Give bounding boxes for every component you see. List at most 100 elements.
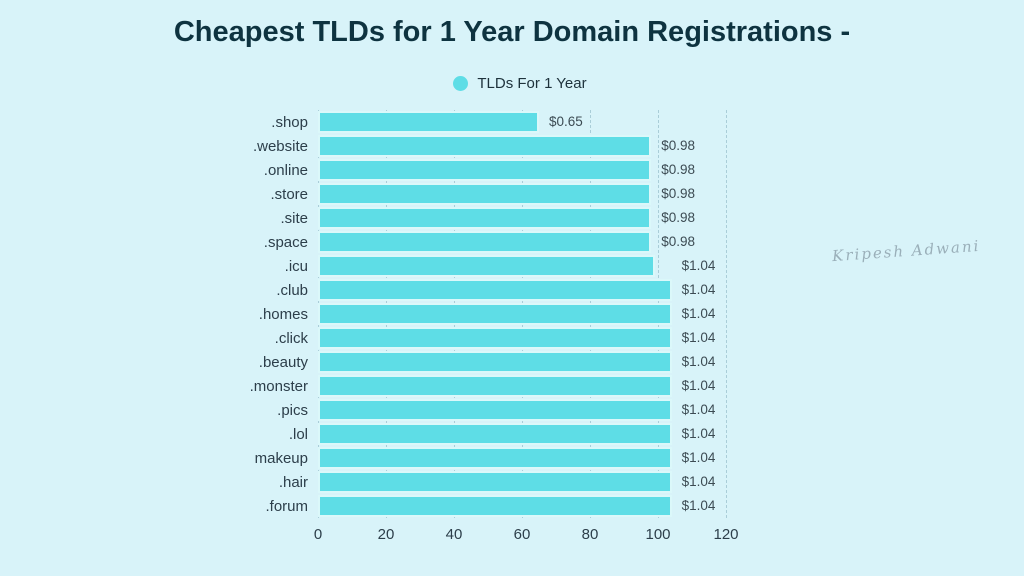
bar	[318, 447, 672, 469]
x-tick-label: 120	[713, 526, 739, 543]
bar-track: $1.04	[318, 374, 726, 398]
x-tick-label: 60	[513, 526, 531, 543]
value-label: $1.04	[681, 426, 716, 441]
category-label: .monster	[249, 377, 308, 395]
category-label: .click	[274, 329, 308, 347]
bar	[318, 375, 672, 397]
bar-track: $0.98	[318, 158, 726, 182]
value-label: $1.04	[681, 450, 716, 465]
bar-row: .icu $1.04	[12, 254, 726, 278]
bar-row: makeup $1.04	[12, 446, 726, 470]
bar-row: .club $1.04	[12, 278, 726, 302]
bar-row: .online $0.98	[12, 158, 726, 182]
bar	[318, 279, 672, 301]
category-label: .shop	[271, 113, 308, 131]
bar-row: .space $0.98	[12, 230, 726, 254]
value-label: $1.04	[681, 378, 716, 393]
x-axis: 0 20 40 60 80 100 120	[314, 518, 739, 546]
category-label: .pics	[277, 401, 308, 419]
bar-row: .store $0.98	[12, 182, 726, 206]
legend-marker-icon	[453, 76, 469, 91]
bar	[318, 471, 672, 493]
bar-track: $1.04	[318, 326, 726, 350]
category-label: .homes	[258, 305, 308, 323]
x-tick-label: 40	[445, 526, 463, 543]
category-label: .store	[270, 185, 308, 203]
bar-row: .website $0.98	[12, 134, 726, 158]
bar	[318, 135, 652, 157]
value-label: $1.04	[681, 330, 716, 345]
value-label: $0.98	[661, 138, 695, 153]
chart-title: Cheapest TLDs for 1 Year Domain Registra…	[173, 16, 851, 48]
value-label: $1.04	[681, 474, 716, 489]
category-label: .hair	[278, 473, 308, 491]
x-tick-label: 80	[581, 526, 599, 543]
value-label: $1.04	[681, 258, 716, 273]
bar-chart: .shop $0.65 .website $0.98 .online $0.98 .stor…	[12, 110, 739, 546]
bar-row: .click $1.04	[12, 326, 726, 350]
value-label: $0.98	[661, 210, 695, 225]
category-label: .lol	[288, 425, 308, 443]
bar-row: .forum $1.04	[12, 494, 726, 518]
bar-track: $1.04	[318, 278, 726, 302]
bar-row: .beauty $1.04	[12, 350, 726, 374]
x-tick-label: 0	[313, 526, 323, 543]
category-label: .icu	[284, 257, 308, 275]
category-label: .online	[263, 161, 308, 179]
bar-row: .hair $1.04	[12, 470, 726, 494]
bar	[318, 255, 655, 277]
category-label: .site	[280, 209, 308, 227]
category-label: .space	[263, 233, 308, 251]
value-label: $1.04	[681, 354, 716, 369]
bar-track: $1.04	[318, 254, 726, 278]
bar	[318, 423, 672, 445]
bar	[318, 351, 672, 373]
value-label: $1.04	[681, 498, 716, 513]
bar	[318, 231, 652, 253]
bar-row: .homes $1.04	[12, 302, 726, 326]
bar	[318, 111, 539, 133]
x-tick-label: 100	[645, 526, 671, 543]
category-label: .beauty	[258, 353, 308, 371]
bar	[318, 495, 672, 517]
bar-track: $1.04	[318, 446, 726, 470]
bar-track: $1.04	[318, 470, 726, 494]
bar-track: $0.98	[318, 230, 726, 254]
value-label: $0.98	[661, 162, 695, 177]
bar-track: $1.04	[318, 398, 726, 422]
bar-track: $0.98	[318, 182, 726, 206]
bar-rows: .shop $0.65 .website $0.98 .online $0.98 .stor…	[12, 110, 726, 518]
value-label: $1.04	[681, 306, 716, 321]
bar	[318, 159, 652, 181]
bar-track: $1.04	[318, 350, 726, 374]
legend-label: TLDs For 1 Year	[477, 75, 587, 92]
watermark-signature: Kripesh Adwani	[831, 236, 981, 266]
category-label: .website	[252, 137, 308, 155]
bar	[318, 327, 672, 349]
bar-track: $0.98	[318, 206, 726, 230]
category-label: .club	[276, 281, 308, 299]
value-label: $1.04	[681, 282, 716, 297]
bar-track: $1.04	[318, 494, 726, 518]
category-label: .forum	[265, 497, 308, 515]
gridline	[726, 110, 727, 518]
bar	[318, 207, 652, 229]
bar-row: .shop $0.65	[12, 110, 726, 134]
value-label: $0.98	[661, 234, 695, 249]
bar-row: .pics $1.04	[12, 398, 726, 422]
bar-row: .site $0.98	[12, 206, 726, 230]
value-label: $0.65	[549, 114, 583, 129]
bar	[318, 183, 652, 205]
bar-track: $0.98	[318, 134, 726, 158]
value-label: $0.98	[661, 186, 695, 201]
bar-row: .monster $1.04	[12, 374, 726, 398]
bar-track: $0.65	[318, 110, 726, 134]
bar	[318, 399, 672, 421]
bar-row: .lol $1.04	[12, 422, 726, 446]
bar-track: $1.04	[318, 302, 726, 326]
value-label: $1.04	[681, 402, 716, 417]
legend: TLDs For 1 Year	[8, 75, 1024, 92]
x-tick-label: 20	[377, 526, 395, 543]
category-label: makeup	[254, 449, 308, 467]
bar	[318, 303, 672, 325]
